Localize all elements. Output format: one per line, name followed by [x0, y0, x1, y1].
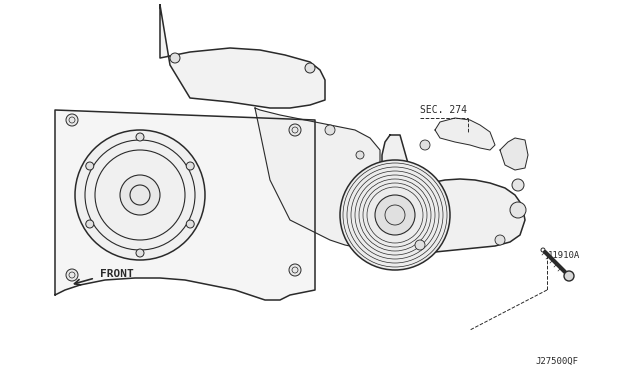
Circle shape	[375, 195, 415, 235]
Polygon shape	[255, 108, 380, 248]
Circle shape	[186, 162, 194, 170]
Polygon shape	[500, 138, 528, 170]
Circle shape	[340, 160, 450, 270]
Circle shape	[136, 133, 144, 141]
Circle shape	[66, 114, 78, 126]
Circle shape	[136, 249, 144, 257]
Circle shape	[75, 130, 205, 260]
Circle shape	[289, 124, 301, 136]
Circle shape	[510, 202, 526, 218]
Circle shape	[86, 162, 94, 170]
Circle shape	[356, 151, 364, 159]
Circle shape	[325, 125, 335, 135]
Polygon shape	[160, 5, 325, 108]
Circle shape	[120, 175, 160, 215]
Circle shape	[170, 53, 180, 63]
Circle shape	[66, 269, 78, 281]
Text: SEC. 274: SEC. 274	[420, 105, 467, 115]
Circle shape	[305, 63, 315, 73]
Polygon shape	[435, 118, 495, 150]
Circle shape	[564, 271, 574, 281]
Circle shape	[415, 240, 425, 250]
Circle shape	[420, 140, 430, 150]
Circle shape	[512, 179, 524, 191]
Circle shape	[289, 264, 301, 276]
Polygon shape	[55, 110, 315, 300]
Polygon shape	[382, 135, 525, 252]
Text: J27500QF: J27500QF	[535, 357, 578, 366]
Circle shape	[186, 220, 194, 228]
Circle shape	[495, 235, 505, 245]
Text: 11910A: 11910A	[548, 251, 580, 260]
Text: FRONT: FRONT	[100, 269, 134, 279]
Circle shape	[86, 220, 94, 228]
